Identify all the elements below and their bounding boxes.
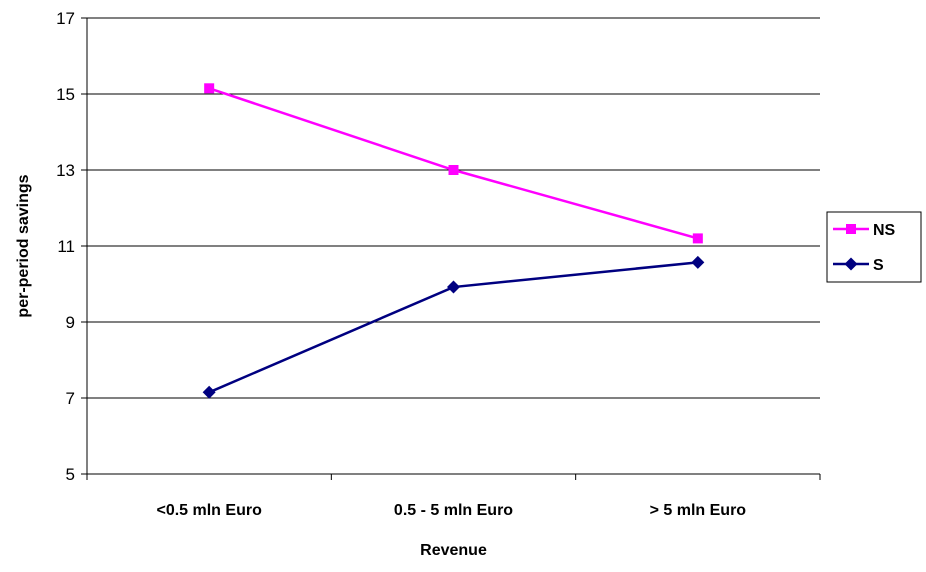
data-point-ns bbox=[692, 233, 703, 244]
series-ns bbox=[204, 83, 703, 244]
y-tick-label: 13 bbox=[56, 161, 75, 180]
y-tick-label: 17 bbox=[56, 9, 75, 28]
series-line-ns bbox=[208, 87, 699, 240]
data-point-s bbox=[202, 385, 216, 399]
y-tick-label: 7 bbox=[66, 389, 75, 408]
data-point-s bbox=[691, 255, 705, 269]
x-axis-title: Revenue bbox=[420, 542, 487, 559]
x-tick-label: <0.5 mln Euro bbox=[156, 502, 262, 519]
series-s bbox=[202, 255, 705, 399]
data-point-ns bbox=[448, 165, 459, 175]
legend: NS S bbox=[826, 211, 922, 283]
x-tick-label: 0.5 - 5 mln Euro bbox=[394, 502, 513, 519]
data-point-ns bbox=[204, 83, 215, 94]
axes: 5 7 9 11 13 15 17 <0.5 mln Euro 0.5 - 5 mln Euro… bbox=[56, 9, 821, 519]
gridlines bbox=[87, 17, 820, 399]
data-point-s bbox=[447, 280, 460, 294]
legend-marker-s bbox=[844, 257, 858, 271]
series-group bbox=[202, 83, 705, 399]
legend-label-ns: NS bbox=[873, 222, 896, 239]
y-tick-label: 15 bbox=[56, 85, 75, 104]
legend-marker-ns bbox=[846, 224, 856, 234]
x-tick-label: > 5 mln Euro bbox=[650, 502, 747, 519]
y-tick-label: 11 bbox=[57, 237, 75, 256]
y-axis-title: per-period savings bbox=[15, 174, 32, 317]
legend-label-s: S bbox=[873, 257, 884, 274]
legend-box bbox=[826, 211, 922, 283]
y-tick-label: 9 bbox=[66, 313, 75, 332]
y-tick-label: 5 bbox=[66, 465, 75, 484]
